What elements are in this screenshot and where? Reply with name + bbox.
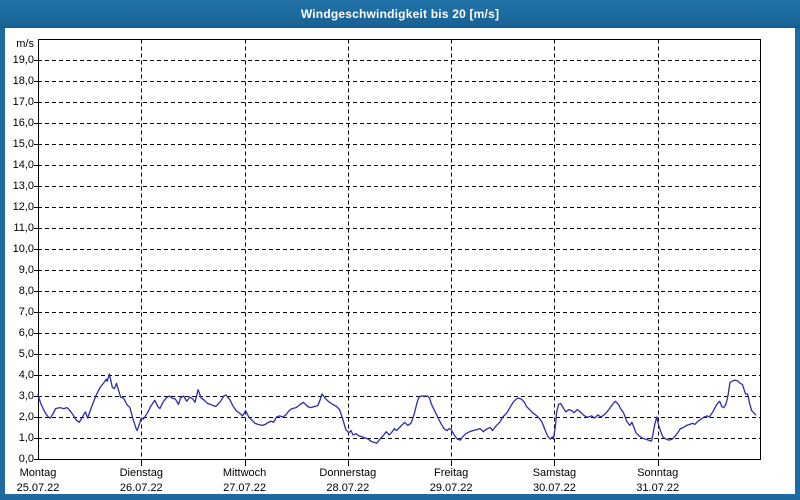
y-axis-tick-label: 13,0 xyxy=(12,179,34,192)
y-axis-tick-label: 12,0 xyxy=(12,200,34,213)
y-axis-tick-label: 6,0 xyxy=(18,326,34,339)
y-axis-tick-label: 0,0 xyxy=(18,452,34,465)
y-axis-tick-label: 7,0 xyxy=(18,305,34,318)
x-axis-day-label: Sonntag xyxy=(637,467,679,479)
x-axis-date-label: 29.07.22 xyxy=(429,482,473,494)
y-axis-tick-label: 9,0 xyxy=(18,263,34,276)
x-axis-date-label: 27.07.22 xyxy=(223,482,266,494)
x-axis-day-label: Montag xyxy=(19,467,57,479)
y-axis-tick-label: 19,0 xyxy=(12,53,34,66)
y-axis-tick-label: 2,0 xyxy=(18,410,34,423)
wind-speed-line xyxy=(37,373,757,444)
y-axis-tick-label: 10,0 xyxy=(12,242,34,255)
title-bar: Windgeschwindigkeit bis 20 [m/s] xyxy=(0,0,800,28)
y-axis-tick-label: 18,0 xyxy=(12,74,34,87)
y-axis-tick-label: 8,0 xyxy=(18,284,34,297)
x-axis-day-label: Freitag xyxy=(434,467,469,479)
y-axis-tick-label: 11,0 xyxy=(13,221,34,234)
y-axis-tick-label: 17,0 xyxy=(12,95,34,108)
chart-plot-area xyxy=(34,39,761,466)
y-axis-tick-label: 15,0 xyxy=(12,137,34,150)
y-axis-tick-label: 3,0 xyxy=(18,389,34,402)
window-title: Windgeschwindigkeit bis 20 [m/s] xyxy=(300,7,500,21)
y-axis-tick-label: 1,0 xyxy=(18,431,34,444)
x-axis-date-label: 25.07.22 xyxy=(16,482,60,494)
content-panel xyxy=(5,28,795,494)
x-axis-day-label: Samstag xyxy=(532,467,577,479)
x-axis-day-label: Donnerstag xyxy=(319,467,377,479)
y-axis-tick-label: 4,0 xyxy=(18,368,34,381)
x-axis-date-label: 30.07.22 xyxy=(533,482,576,494)
x-axis-date-label: 26.07.22 xyxy=(119,482,163,494)
y-axis-tick-label: 16,0 xyxy=(12,116,34,129)
x-axis-date-label: 31.07.22 xyxy=(636,482,680,494)
y-axis-unit-label: m/s xyxy=(16,38,34,50)
x-axis-day-label: Mittwoch xyxy=(222,467,267,479)
y-axis-tick-label: 5,0 xyxy=(18,347,34,360)
x-axis-date-label: 28.07.22 xyxy=(326,482,370,494)
y-axis-tick-label: 14,0 xyxy=(12,158,34,171)
x-axis-day-label: Dienstag xyxy=(119,467,163,479)
